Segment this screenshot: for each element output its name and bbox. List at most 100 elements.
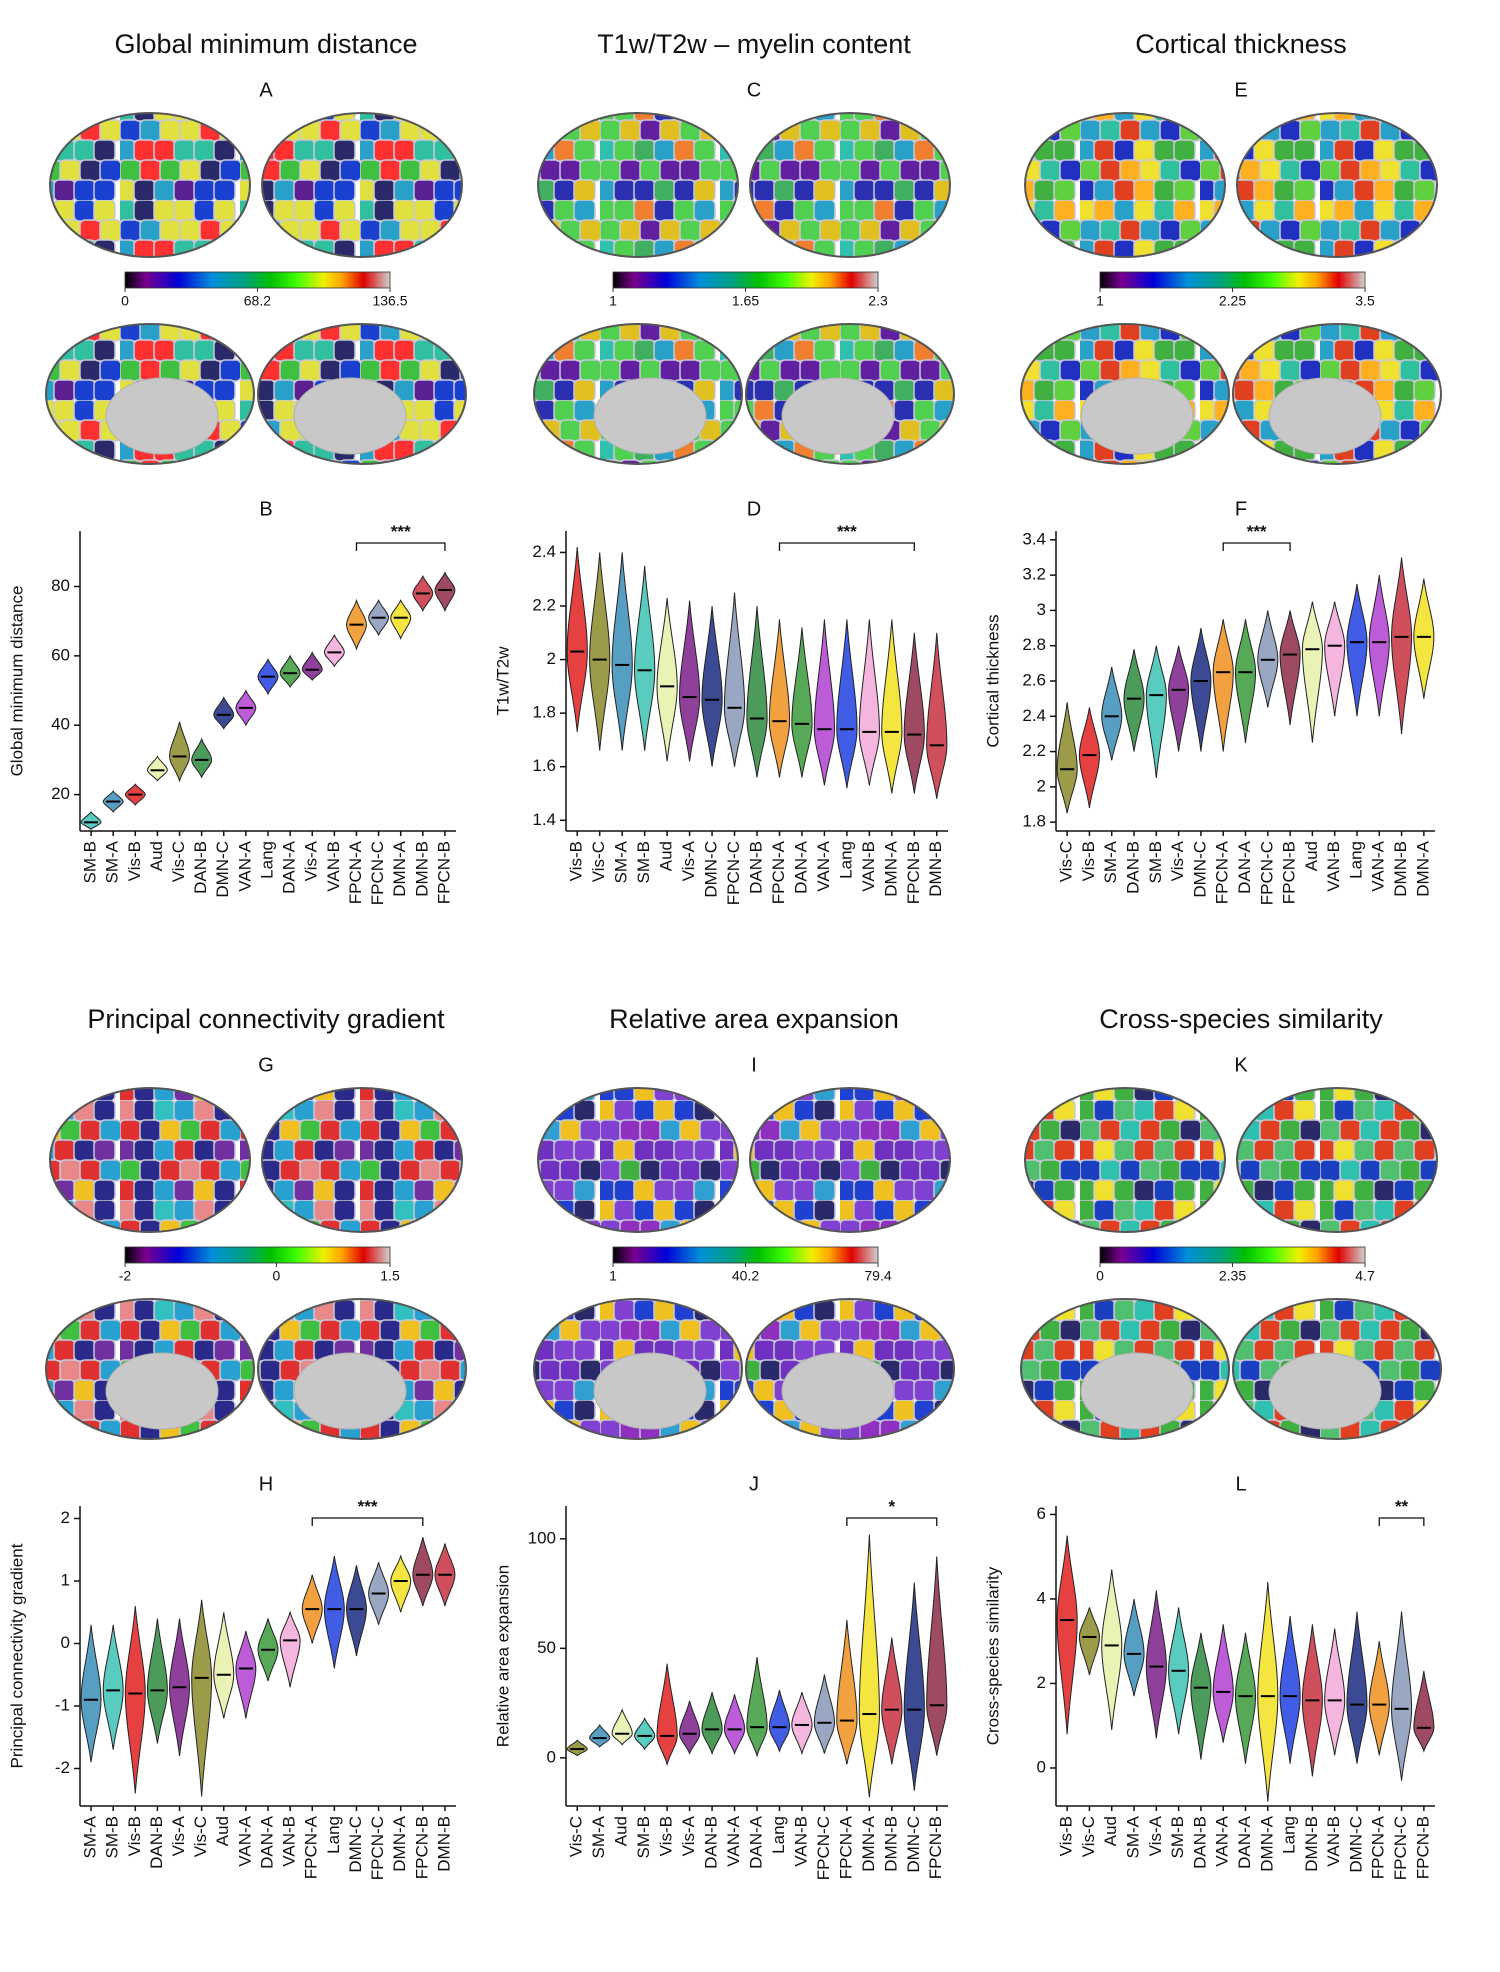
x-tick-label: Vis-C bbox=[589, 841, 608, 882]
x-tick-label: FPCN-C bbox=[368, 841, 387, 905]
violin bbox=[1168, 645, 1190, 752]
violin bbox=[1324, 1628, 1346, 1756]
significance-label: *** bbox=[358, 1497, 378, 1516]
x-tick-label: Vis-C bbox=[1079, 1816, 1098, 1857]
panel-title: Principal connectivity gradient bbox=[87, 1004, 445, 1034]
x-tick-label: DAN-B bbox=[1124, 841, 1143, 894]
y-tick-label: 2.8 bbox=[1022, 635, 1046, 654]
violin bbox=[235, 1630, 257, 1719]
violin bbox=[1413, 1670, 1435, 1753]
x-tick-label: DAN-A bbox=[791, 840, 810, 894]
violin bbox=[1346, 1611, 1368, 1764]
violin bbox=[146, 755, 168, 782]
x-tick-label: Vis-B bbox=[1057, 1816, 1076, 1856]
violin bbox=[1123, 1598, 1145, 1697]
x-tick-label: FPCN-B bbox=[1413, 1816, 1432, 1879]
violin bbox=[169, 721, 190, 783]
brain-lateral bbox=[1236, 112, 1438, 258]
x-tick-label: DMN-B bbox=[1391, 841, 1410, 897]
x-tick-label: VAN-A bbox=[235, 1815, 254, 1866]
plot-letter: H bbox=[259, 1473, 273, 1495]
y-tick-label: -1 bbox=[55, 1695, 70, 1714]
y-tick-label: 3 bbox=[1037, 600, 1046, 619]
x-tick-label: Aud bbox=[213, 1816, 232, 1846]
x-tick-label: DMN-A bbox=[390, 1815, 409, 1871]
violin bbox=[1056, 1535, 1078, 1735]
violin bbox=[768, 1689, 791, 1753]
x-tick-label: Vis-C bbox=[191, 1816, 210, 1857]
panel-letter: E bbox=[1234, 79, 1247, 101]
brain-lateral bbox=[261, 112, 463, 258]
x-tick-label: SM-A bbox=[1101, 840, 1120, 883]
significance-bracket bbox=[846, 1517, 938, 1526]
violin bbox=[881, 1637, 903, 1765]
violin bbox=[323, 633, 345, 668]
brain-lateral bbox=[749, 1087, 951, 1233]
x-tick-label: VAN-B bbox=[1324, 841, 1343, 892]
x-tick-label: FPCN-B bbox=[434, 841, 453, 904]
x-tick-label: DAN-A bbox=[1235, 1815, 1254, 1869]
violin bbox=[701, 605, 723, 767]
x-tick-label: DAN-B bbox=[191, 841, 210, 894]
violin bbox=[858, 619, 880, 786]
violin bbox=[858, 1534, 880, 1798]
x-tick-label: Vis-A bbox=[169, 1815, 188, 1856]
colorbar bbox=[1099, 271, 1366, 289]
violin bbox=[1056, 702, 1078, 814]
x-tick-label: VAN-A bbox=[235, 840, 254, 891]
x-tick-label: Lang bbox=[324, 1816, 343, 1854]
violin bbox=[346, 1565, 367, 1657]
brain-lateral bbox=[49, 112, 251, 258]
panel: Principal connectivity gradient G -2 0 1.5 H -… bbox=[7, 1004, 467, 1880]
colorbar-tick-label: 68.2 bbox=[244, 293, 271, 309]
x-tick-label: FPCN-C bbox=[368, 1816, 387, 1880]
panel-title: Cortical thickness bbox=[1135, 29, 1347, 59]
plot-letter: D bbox=[747, 498, 761, 520]
x-tick-label: VAN-B bbox=[280, 1816, 299, 1867]
medial-wall bbox=[293, 1352, 407, 1430]
x-tick-label: FPCN-B bbox=[926, 1816, 945, 1879]
x-tick-label: FPCN-C bbox=[724, 841, 743, 905]
violin bbox=[1078, 707, 1100, 809]
colorbar bbox=[612, 271, 879, 289]
x-tick-label: VAN-B bbox=[859, 841, 878, 892]
colorbar-tick-label: 79.4 bbox=[864, 1268, 891, 1284]
x-tick-label: SM-A bbox=[103, 840, 122, 883]
y-tick-label: 3.2 bbox=[1022, 565, 1046, 584]
significance-label: *** bbox=[837, 522, 857, 541]
violin bbox=[1101, 666, 1123, 761]
x-tick-label: VAN-A bbox=[1369, 840, 1388, 891]
x-tick-label: Vis-A bbox=[1146, 1815, 1165, 1856]
panel-letter: G bbox=[258, 1054, 274, 1076]
violin bbox=[1368, 575, 1390, 717]
plot-letter: F bbox=[1235, 498, 1247, 520]
violin bbox=[1190, 627, 1212, 752]
x-tick-label: FPCN-B bbox=[412, 1816, 431, 1879]
colorbar bbox=[124, 271, 391, 289]
violin bbox=[1101, 1569, 1123, 1730]
violin bbox=[1145, 645, 1167, 779]
violin bbox=[566, 1739, 588, 1757]
x-tick-label: Aud bbox=[612, 1816, 631, 1846]
violin bbox=[213, 696, 235, 730]
violin bbox=[1301, 601, 1323, 743]
x-tick-label: DMN-C bbox=[904, 1816, 923, 1873]
violin bbox=[746, 605, 768, 778]
x-tick-label: SM-B bbox=[81, 841, 100, 884]
x-tick-label: Vis-B bbox=[567, 841, 586, 881]
x-tick-label: Vis-B bbox=[657, 1816, 676, 1856]
violin bbox=[146, 1618, 168, 1744]
x-tick-label: FPCN-B bbox=[904, 841, 923, 904]
x-tick-label: SM-A bbox=[1124, 1815, 1143, 1858]
brain-lateral bbox=[1236, 1087, 1438, 1233]
colorbar bbox=[124, 1246, 391, 1264]
x-tick-label: FPCN-B bbox=[1280, 841, 1299, 904]
x-tick-label: Vis-A bbox=[679, 840, 698, 881]
violin bbox=[434, 571, 456, 613]
violin bbox=[1212, 1624, 1234, 1743]
y-tick-label: 50 bbox=[537, 1638, 556, 1657]
medial-wall bbox=[781, 377, 895, 455]
violin bbox=[412, 1537, 434, 1607]
y-tick-label: 0 bbox=[1037, 1757, 1046, 1776]
